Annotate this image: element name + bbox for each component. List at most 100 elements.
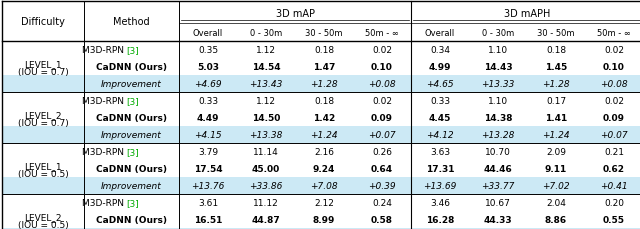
Text: Improvement: Improvement	[101, 131, 162, 139]
Text: 0.02: 0.02	[372, 97, 392, 106]
Text: 30 - 50m: 30 - 50m	[537, 28, 575, 37]
Text: 14.43: 14.43	[484, 63, 512, 72]
Text: M3D-RPN: M3D-RPN	[82, 198, 127, 207]
Text: +1.24: +1.24	[310, 131, 338, 139]
Text: 1.10: 1.10	[488, 46, 508, 55]
Text: 4.45: 4.45	[429, 114, 451, 123]
Text: 0.35: 0.35	[198, 46, 218, 55]
Text: 9.11: 9.11	[545, 164, 567, 173]
Text: CaDNN (Ours): CaDNN (Ours)	[96, 164, 167, 173]
Text: 0.18: 0.18	[314, 46, 334, 55]
Text: (IOU = 0.7): (IOU = 0.7)	[18, 118, 68, 128]
Text: 0 - 30m: 0 - 30m	[482, 28, 514, 37]
Text: +33.77: +33.77	[481, 181, 515, 190]
Text: 1.42: 1.42	[313, 114, 335, 123]
Text: 2.09: 2.09	[546, 147, 566, 156]
Text: (IOU = 0.5): (IOU = 0.5)	[18, 220, 68, 229]
Text: 44.87: 44.87	[252, 215, 280, 224]
Text: +0.08: +0.08	[368, 80, 396, 89]
Text: 0 - 30m: 0 - 30m	[250, 28, 282, 37]
Text: 0.02: 0.02	[372, 46, 392, 55]
Text: 0.18: 0.18	[546, 46, 566, 55]
Text: [3]: [3]	[127, 198, 140, 207]
Text: +4.15: +4.15	[194, 131, 222, 139]
Text: 0.10: 0.10	[603, 63, 625, 72]
Text: 0.24: 0.24	[372, 198, 392, 207]
Text: LEVEL_1: LEVEL_1	[24, 60, 62, 69]
Text: 8.99: 8.99	[313, 215, 335, 224]
Text: 3D mAP: 3D mAP	[275, 9, 314, 19]
Text: +13.69: +13.69	[423, 181, 457, 190]
Text: 1.10: 1.10	[488, 97, 508, 106]
Text: 16.28: 16.28	[426, 215, 454, 224]
Bar	[2, 126, 640, 143]
Text: 11.14: 11.14	[253, 147, 279, 156]
Text: 50m - ∞: 50m - ∞	[365, 28, 399, 37]
Text: 0.58: 0.58	[371, 215, 393, 224]
Text: 8.86: 8.86	[545, 215, 567, 224]
Text: 0.02: 0.02	[604, 46, 624, 55]
Text: +1.28: +1.28	[542, 80, 570, 89]
Text: 2.04: 2.04	[546, 198, 566, 207]
Text: 14.50: 14.50	[252, 114, 280, 123]
Text: +0.07: +0.07	[600, 131, 628, 139]
Text: 0.18: 0.18	[314, 97, 334, 106]
Text: +13.76: +13.76	[191, 181, 225, 190]
Text: 14.38: 14.38	[484, 114, 512, 123]
Text: LEVEL_1: LEVEL_1	[24, 161, 62, 170]
Text: 0.20: 0.20	[604, 198, 624, 207]
Text: +13.43: +13.43	[250, 80, 283, 89]
Text: CaDNN (Ours): CaDNN (Ours)	[96, 114, 167, 123]
Text: +33.86: +33.86	[250, 181, 283, 190]
Text: 5.03: 5.03	[197, 63, 219, 72]
Text: 1.12: 1.12	[256, 46, 276, 55]
Text: 4.99: 4.99	[429, 63, 451, 72]
Text: 11.12: 11.12	[253, 198, 279, 207]
Text: +0.07: +0.07	[368, 131, 396, 139]
Text: +7.08: +7.08	[310, 181, 338, 190]
Text: 1.12: 1.12	[256, 97, 276, 106]
Text: 0.10: 0.10	[371, 63, 393, 72]
Text: 30 - 50m: 30 - 50m	[305, 28, 343, 37]
Text: Improvement: Improvement	[101, 181, 162, 190]
Text: +4.69: +4.69	[194, 80, 222, 89]
Bar	[2, 228, 640, 229]
Text: [3]: [3]	[127, 97, 140, 106]
Text: LEVEL_2: LEVEL_2	[24, 111, 61, 120]
Text: 0.34: 0.34	[430, 46, 450, 55]
Text: (IOU = 0.5): (IOU = 0.5)	[18, 169, 68, 178]
Text: Method: Method	[113, 17, 150, 27]
Text: 0.17: 0.17	[546, 97, 566, 106]
Text: 44.33: 44.33	[484, 215, 512, 224]
Text: 16.51: 16.51	[194, 215, 222, 224]
Text: (IOU = 0.7): (IOU = 0.7)	[18, 68, 68, 77]
Text: 2.16: 2.16	[314, 147, 334, 156]
Text: 0.21: 0.21	[604, 147, 624, 156]
Text: 3.63: 3.63	[430, 147, 450, 156]
Text: 4.49: 4.49	[196, 114, 220, 123]
Text: 10.70: 10.70	[485, 147, 511, 156]
Text: +4.12: +4.12	[426, 131, 454, 139]
Text: Overall: Overall	[193, 28, 223, 37]
Text: 3D mAPH: 3D mAPH	[504, 9, 550, 19]
Text: 0.64: 0.64	[371, 164, 393, 173]
Text: +1.28: +1.28	[310, 80, 338, 89]
Text: CaDNN (Ours): CaDNN (Ours)	[96, 215, 167, 224]
Text: +13.38: +13.38	[250, 131, 283, 139]
Text: +0.41: +0.41	[600, 181, 628, 190]
Text: 2.12: 2.12	[314, 198, 334, 207]
Text: 0.62: 0.62	[603, 164, 625, 173]
Text: Difficulty: Difficulty	[21, 17, 65, 27]
Text: M3D-RPN: M3D-RPN	[82, 97, 127, 106]
Text: 0.55: 0.55	[603, 215, 625, 224]
Text: +0.39: +0.39	[368, 181, 396, 190]
Text: M3D-RPN: M3D-RPN	[82, 147, 127, 156]
Bar	[2, 177, 640, 194]
Text: 0.09: 0.09	[371, 114, 393, 123]
Text: 1.47: 1.47	[313, 63, 335, 72]
Text: CaDNN (Ours): CaDNN (Ours)	[96, 63, 167, 72]
Text: +1.24: +1.24	[542, 131, 570, 139]
Text: 3.61: 3.61	[198, 198, 218, 207]
Text: LEVEL_2: LEVEL_2	[24, 212, 61, 221]
Text: M3D-RPN: M3D-RPN	[82, 46, 127, 55]
